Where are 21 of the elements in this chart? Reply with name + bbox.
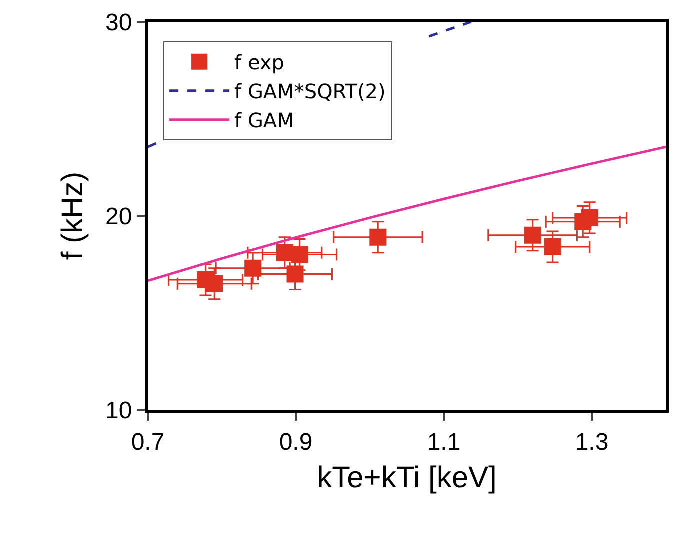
x-axis-title: kTe+kTi [keV] (317, 461, 497, 494)
legend-label: f GAM (234, 108, 294, 133)
y-tick-label: 30 (105, 9, 132, 36)
x-tick-label: 0.7 (131, 428, 165, 456)
point (544, 238, 562, 256)
point (581, 209, 598, 226)
line-series (148, 146, 666, 282)
point (291, 246, 308, 264)
legend-label: f GAM*SQRT(2) (234, 80, 386, 104)
x-tick-label: 1.1 (427, 428, 461, 456)
y-axis-title: f (kHz) (56, 172, 90, 260)
point (244, 260, 262, 277)
point (524, 226, 542, 244)
y-tick-label: 10 (105, 397, 132, 424)
point (206, 275, 224, 292)
y-tick-label: 20 (105, 203, 132, 230)
point (370, 228, 387, 246)
x-tick-label: 0.9 (279, 428, 313, 456)
point (286, 266, 304, 283)
legend-label: f exp (234, 50, 284, 75)
x-tick-label: 1.3 (575, 428, 609, 456)
